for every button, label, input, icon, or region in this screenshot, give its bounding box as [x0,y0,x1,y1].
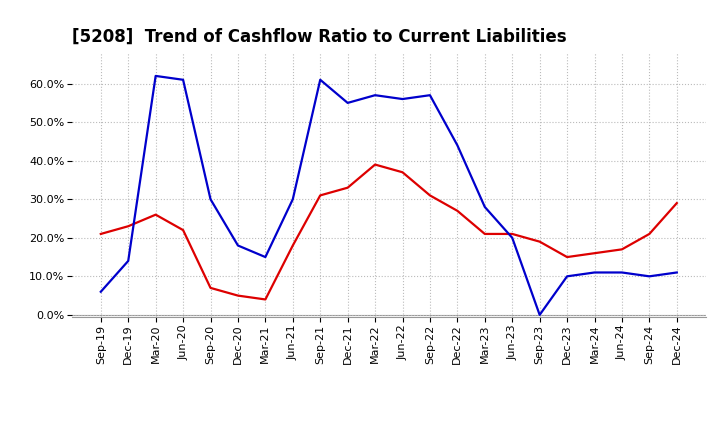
Operating CF to Current Liabilities [618,247,626,252]
Free CF to Current Liabilities [536,312,544,318]
Operating CF to Current Liabilities [563,254,572,260]
Free CF to Current Liabilities [426,92,434,98]
Operating CF to Current Liabilities [179,227,187,233]
Operating CF to Current Liabilities [124,224,132,229]
Free CF to Current Liabilities [124,258,132,264]
Operating CF to Current Liabilities [480,231,489,237]
Operating CF to Current Liabilities [453,208,462,213]
Free CF to Current Liabilities [672,270,681,275]
Line: Free CF to Current Liabilities: Free CF to Current Liabilities [101,76,677,315]
Operating CF to Current Liabilities [316,193,325,198]
Free CF to Current Liabilities [261,254,270,260]
Operating CF to Current Liabilities [398,170,407,175]
Operating CF to Current Liabilities [233,293,242,298]
Free CF to Current Liabilities [343,100,352,106]
Operating CF to Current Liabilities [672,201,681,206]
Operating CF to Current Liabilities [261,297,270,302]
Free CF to Current Liabilities [233,243,242,248]
Operating CF to Current Liabilities [645,231,654,237]
Free CF to Current Liabilities [480,204,489,209]
Operating CF to Current Liabilities [536,239,544,244]
Free CF to Current Liabilities [508,235,516,240]
Free CF to Current Liabilities [96,289,105,294]
Free CF to Current Liabilities [371,92,379,98]
Free CF to Current Liabilities [563,274,572,279]
Free CF to Current Liabilities [206,197,215,202]
Operating CF to Current Liabilities [151,212,160,217]
Free CF to Current Liabilities [151,73,160,79]
Line: Operating CF to Current Liabilities: Operating CF to Current Liabilities [101,165,677,300]
Free CF to Current Liabilities [289,197,297,202]
Free CF to Current Liabilities [316,77,325,82]
Free CF to Current Liabilities [645,274,654,279]
Free CF to Current Liabilities [398,96,407,102]
Operating CF to Current Liabilities [206,285,215,290]
Operating CF to Current Liabilities [426,193,434,198]
Operating CF to Current Liabilities [590,250,599,256]
Operating CF to Current Liabilities [343,185,352,191]
Free CF to Current Liabilities [453,143,462,148]
Free CF to Current Liabilities [590,270,599,275]
Operating CF to Current Liabilities [289,243,297,248]
Operating CF to Current Liabilities [371,162,379,167]
Operating CF to Current Liabilities [508,231,516,237]
Free CF to Current Liabilities [618,270,626,275]
Text: [5208]  Trend of Cashflow Ratio to Current Liabilities: [5208] Trend of Cashflow Ratio to Curren… [72,28,567,46]
Free CF to Current Liabilities [179,77,187,82]
Operating CF to Current Liabilities [96,231,105,237]
